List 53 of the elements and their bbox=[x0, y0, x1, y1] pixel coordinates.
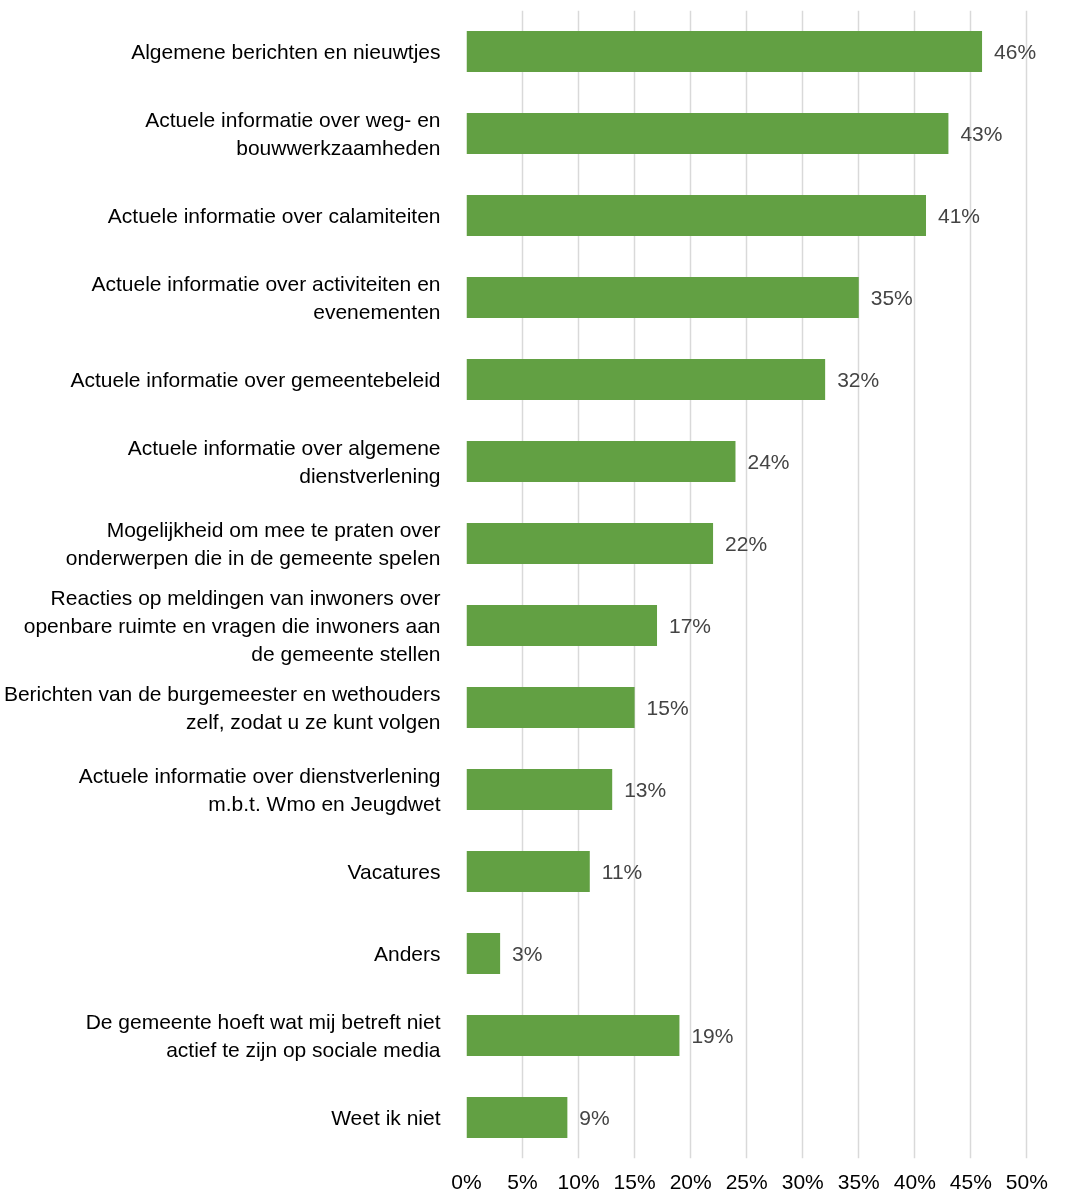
data-label: 35% bbox=[870, 286, 913, 309]
bar bbox=[466, 1097, 568, 1138]
data-label: 41% bbox=[938, 204, 981, 227]
y-tick-label: De gemeente hoeft wat mij betreft niet actief te zijn op sociale media bbox=[85, 1010, 441, 1061]
x-tick-label: 20% bbox=[669, 1169, 712, 1193]
bar bbox=[466, 441, 736, 482]
x-tick-label: 45% bbox=[949, 1169, 992, 1193]
y-tick-label: Actuele informatie over dienstverlening m.b.t. Wmo en Jeugdwet bbox=[78, 764, 441, 815]
y-tick-label: Mogelijkheid om mee te praten over onderwerpen die in de gemeente spelen bbox=[65, 518, 441, 569]
y-tick-label: Reacties op meldingen van inwoners over openbare ruimte en vragen die inwoners aan de gemeente stellen bbox=[23, 586, 441, 665]
x-tick-label: 35% bbox=[837, 1169, 880, 1193]
bar bbox=[466, 31, 983, 72]
bar bbox=[466, 851, 590, 892]
x-tick-label: 10% bbox=[557, 1169, 600, 1193]
y-tick-label: Vacatures bbox=[347, 860, 441, 883]
bar bbox=[466, 277, 859, 318]
y-tick-label: Anders bbox=[373, 942, 441, 965]
bar bbox=[466, 359, 826, 400]
bar bbox=[466, 687, 635, 728]
bar bbox=[466, 195, 927, 236]
data-label: 32% bbox=[837, 368, 880, 391]
y-tick-label: Algemene berichten en nieuwtjes bbox=[131, 40, 441, 63]
bar bbox=[466, 769, 613, 810]
data-label: 13% bbox=[624, 778, 667, 801]
bar bbox=[466, 605, 658, 646]
data-label: 9% bbox=[579, 1106, 610, 1129]
data-label: 11% bbox=[601, 860, 643, 883]
x-tick-label: 5% bbox=[507, 1169, 538, 1193]
data-label: 17% bbox=[669, 614, 712, 637]
data-label: 19% bbox=[691, 1024, 734, 1047]
bar bbox=[466, 113, 949, 154]
y-tick-label: Actuele informatie over gemeentebeleid bbox=[70, 368, 441, 391]
x-tick-label: 15% bbox=[613, 1169, 656, 1193]
y-tick-label: Actuele informatie over calamiteiten bbox=[107, 204, 441, 227]
y-tick-label: Weet ik niet bbox=[331, 1106, 441, 1129]
data-label: 15% bbox=[646, 696, 689, 719]
data-label: 3% bbox=[512, 942, 543, 965]
x-tick-label: 25% bbox=[725, 1169, 768, 1193]
data-label: 43% bbox=[960, 122, 1003, 145]
y-tick-label: Actuele informatie over activiteiten en evenementen bbox=[91, 272, 441, 323]
bar bbox=[466, 933, 501, 974]
x-tick-label: 0% bbox=[451, 1169, 482, 1193]
x-tick-label: 50% bbox=[1005, 1169, 1048, 1193]
data-label: 46% bbox=[994, 40, 1037, 63]
bar bbox=[466, 523, 714, 564]
x-tick-label: 30% bbox=[781, 1169, 824, 1193]
x-tick-label: 40% bbox=[893, 1169, 936, 1193]
bar bbox=[466, 1015, 680, 1056]
y-tick-label: Berichten van de burgemeester en wethouders zelf, zodat u ze kunt volgen bbox=[3, 682, 441, 733]
y-tick-label: Actuele informatie over weg- en bouwwerkzaamheden bbox=[145, 108, 441, 159]
data-label: 22% bbox=[725, 532, 768, 555]
data-label: 24% bbox=[747, 450, 790, 473]
y-tick-label: Actuele informatie over algemene dienstverlening bbox=[127, 436, 441, 487]
